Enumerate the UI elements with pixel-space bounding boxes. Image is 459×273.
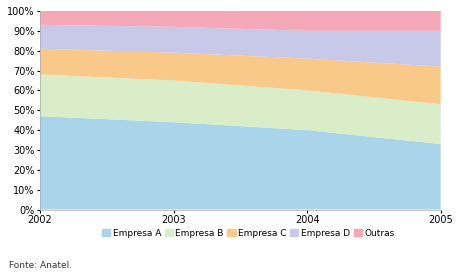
Legend: Empresa A, Empresa B, Empresa C, Empresa D, Outras: Empresa A, Empresa B, Empresa C, Empresa…	[98, 225, 398, 241]
Text: Fonte: Anatel.: Fonte: Anatel.	[9, 261, 72, 270]
